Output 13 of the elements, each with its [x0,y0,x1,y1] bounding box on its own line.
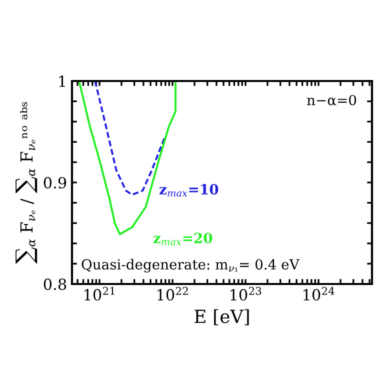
x-tick-label: 10$^{21}$ [84,286,114,301]
y-tick-label: 0.8 [44,278,66,290]
x-axis-title: E [eV] [194,309,249,326]
x-tick-label: 10$^{24}$ [304,286,334,301]
annotation: z$_{max}$=20 [153,232,212,246]
annotation: Quasi-degenerate: m$_{ν₁}$= 0.4 eV [82,258,300,272]
y-tick-label: 1 [59,75,65,87]
y-tick-label: 0.9 [44,176,66,189]
annotation: n−α=0 [307,94,356,106]
x-tick-label: 10$^{23}$ [230,286,262,301]
annotation: z$_{max}$=10 [159,184,218,197]
text: ∑$_{α}$ F$_{νₑ}$ / ∑$_{α}$ F$_{νₑ}$ⁿᵒ ᵃᵇˢ [16,102,38,264]
x-tick-label: 10$^{22}$ [158,286,188,301]
